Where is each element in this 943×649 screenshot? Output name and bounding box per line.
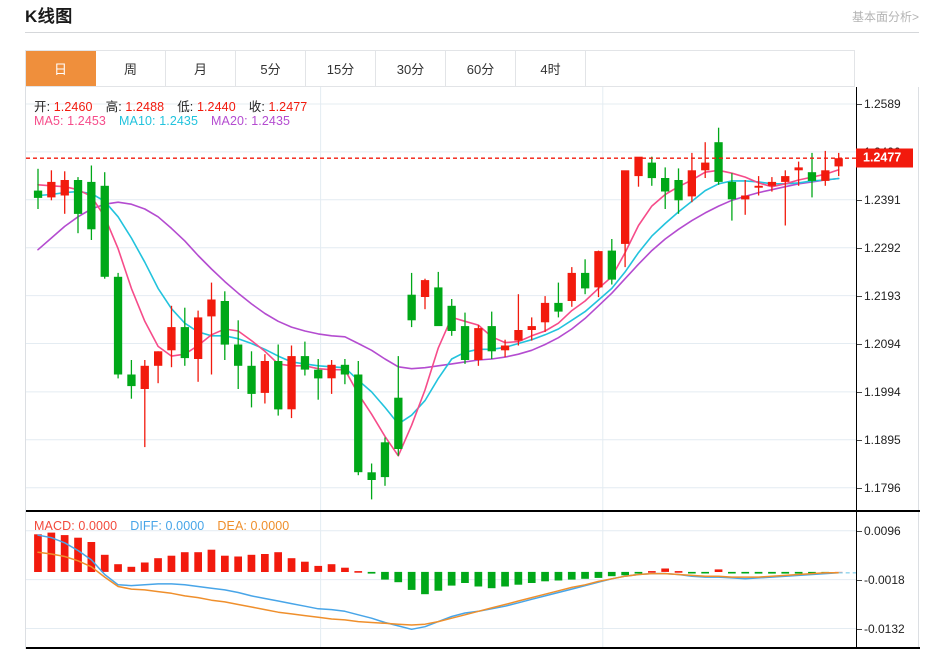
axis-tick [857, 295, 862, 297]
legend-value: 1.2460 [53, 100, 93, 114]
page-header: K线图 基本面分析> [0, 0, 943, 33]
legend-value: 1.2440 [196, 100, 236, 114]
legend-label: 低: [177, 100, 197, 114]
tab-15min[interactable]: 15分 [306, 51, 376, 86]
legend-label: DIFF: [130, 519, 166, 533]
legend-label: 高: [105, 100, 126, 114]
legend-value: 1.2435 [251, 114, 291, 128]
legend-value: 0.0000 [78, 519, 118, 533]
axis-tick-label: -0.0018 [864, 572, 905, 587]
macd-canvas [26, 512, 856, 647]
legend-item: 低: 1.2440 [177, 100, 236, 114]
legend-item: MA20: 1.2435 [211, 114, 290, 128]
current-price-tag: 1.2477 [856, 148, 913, 168]
legend-item: MA10: 1.2435 [119, 114, 198, 128]
legend-value: 1.2435 [159, 114, 199, 128]
legend-value: 1.2477 [268, 100, 308, 114]
axis-tick [857, 530, 862, 532]
legend-item: 开: 1.2460 [34, 100, 93, 114]
axis-tick-label: 1.2391 [864, 192, 901, 207]
axis-tick-label: 1.1895 [864, 432, 901, 447]
legend-value: 0.0000 [165, 519, 205, 533]
chart-frame: 1.25891.24901.23911.22921.21931.20941.19… [25, 87, 920, 649]
ma-legend: MA5: 1.2453 MA10: 1.2435 MA20: 1.2435 [34, 114, 303, 128]
axis-tick [857, 487, 862, 489]
axis-tick-label: 1.2193 [864, 288, 901, 303]
tab-5min[interactable]: 5分 [236, 51, 306, 86]
fundamental-analysis-link[interactable]: 基本面分析> [851, 10, 919, 24]
macd-legend: MACD: 0.0000 DIFF: 0.0000 DEA: 0.0000 [34, 519, 302, 533]
axis-tick [857, 104, 862, 105]
legend-label: MA5: [34, 114, 68, 128]
legend-value: 1.2453 [67, 114, 106, 128]
macd-plot[interactable] [26, 512, 856, 649]
axis-tick [857, 439, 862, 441]
page-title: K线图 [25, 7, 73, 26]
legend-item: DIFF: 0.0000 [130, 519, 204, 533]
tab-4hour[interactable]: 4时 [516, 51, 586, 86]
axis-tick-label: 1.1796 [864, 480, 901, 495]
candlestick-canvas [26, 87, 856, 510]
legend-label: 收: [248, 100, 269, 114]
axis-tick [857, 391, 862, 393]
legend-label: MACD: [34, 519, 79, 533]
macd-axis: 0.0096 -0.0018 -0.0132 [856, 512, 920, 649]
legend-item: MACD: 0.0000 [34, 519, 117, 533]
axis-tick-label: 1.2589 [864, 97, 901, 111]
tab-week[interactable]: 周 [96, 51, 166, 86]
axis-tick-label: -0.0132 [864, 621, 905, 636]
legend-value: 1.2488 [125, 100, 165, 114]
price-plot[interactable] [26, 87, 856, 512]
axis-tick-label: 0.0096 [864, 523, 901, 538]
tab-60min[interactable]: 60分 [446, 51, 516, 86]
tab-day[interactable]: 日 [26, 51, 96, 86]
legend-item: 高: 1.2488 [106, 100, 165, 114]
legend-item: 收: 1.2477 [249, 100, 308, 114]
tab-30min[interactable]: 30分 [376, 51, 446, 86]
legend-label: MA10: [119, 114, 160, 128]
legend-item: DEA: 0.0000 [217, 519, 289, 533]
axis-tick [857, 628, 862, 630]
axis-tick-label: 1.2094 [864, 336, 901, 351]
timeframe-tabbar: 日 周 月 5分 15分 30分 60分 4时 [25, 50, 855, 87]
axis-tick [857, 247, 862, 249]
axis-tick [857, 199, 862, 201]
axis-tick-label: 1.1994 [864, 384, 901, 399]
legend-value: 0.0000 [250, 519, 290, 533]
legend-item: MA5: 1.2453 [34, 114, 106, 128]
legend-label: 开: [34, 100, 54, 114]
axis-tick [857, 579, 862, 581]
legend-label: DEA: [217, 519, 251, 533]
header-divider [25, 32, 919, 33]
axis-tick-label: 1.2292 [864, 240, 901, 255]
ohlc-legend: 开: 1.2460 高: 1.2488 低: 1.2440 收: 1.2477 [34, 96, 320, 115]
tab-month[interactable]: 月 [166, 51, 236, 86]
tabbar-filler [586, 51, 854, 86]
price-axis: 1.25891.24901.23911.22921.21931.20941.19… [856, 87, 920, 512]
legend-label: MA20: [211, 114, 252, 128]
axis-tick [857, 343, 862, 345]
